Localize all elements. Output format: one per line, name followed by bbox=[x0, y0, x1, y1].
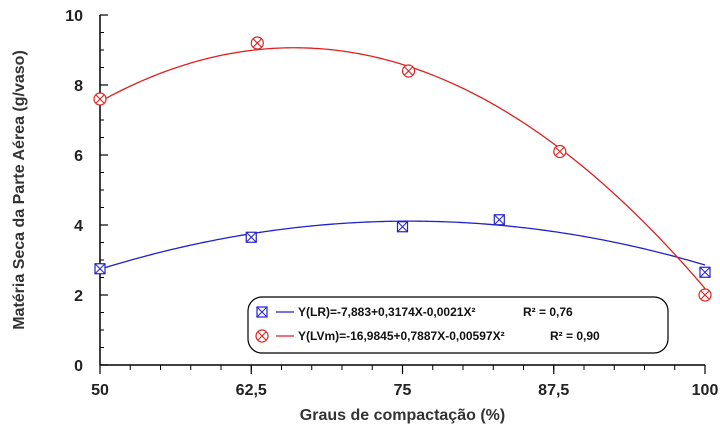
data-point-lr bbox=[493, 214, 505, 226]
x-tick-label: 75 bbox=[394, 382, 412, 399]
data-point-lr bbox=[699, 266, 711, 278]
y-tick-label: 2 bbox=[74, 288, 83, 305]
legend-entries: Y(LR)=-7,883+0,3174X-0,0021X² R² = 0,76Y(… bbox=[255, 305, 600, 343]
x-tick-label: 62,5 bbox=[236, 382, 267, 399]
y-tick-label: 10 bbox=[65, 8, 83, 25]
x-tick-label: 87,5 bbox=[538, 382, 569, 399]
data-point-lr bbox=[396, 221, 409, 233]
legend-equation: Y(LVm)=-16,9845+0,7887X-0,00597X² bbox=[298, 329, 505, 343]
legend-r2: R² = 0,76 bbox=[523, 305, 573, 319]
legend-equation: Y(LR)=-7,883+0,3174X-0,0021X² bbox=[298, 305, 475, 319]
data-point-lvm bbox=[93, 92, 107, 106]
x-tick-label: 50 bbox=[91, 382, 109, 399]
data-points bbox=[93, 36, 712, 302]
data-point-lr bbox=[94, 263, 106, 275]
y-tick-label: 8 bbox=[74, 78, 83, 95]
data-point-lvm bbox=[698, 288, 712, 302]
legend-r2: R² = 0,90 bbox=[550, 329, 600, 343]
fit-curves bbox=[99, 47, 706, 289]
x-axis-title: Graus de compactação (%) bbox=[300, 407, 505, 424]
y-tick-label: 0 bbox=[74, 358, 83, 375]
y-ticks: 0 2 4 6 8 10 bbox=[65, 8, 108, 375]
data-point-lvm bbox=[401, 64, 416, 78]
legend: Y(LR)=-7,883+0,3174X-0,0021X² R² = 0,76Y(… bbox=[247, 296, 669, 354]
axes: 50 62,5 75 87,5 100 0 2 4 6 8 10 bbox=[65, 8, 718, 399]
data-point-lvm bbox=[553, 144, 567, 159]
legend-entry-lvm: Y(LVm)=-16,9845+0,7887X-0,00597X² R² = 0,… bbox=[255, 329, 600, 343]
x-ticks: 50 62,5 75 87,5 100 bbox=[91, 365, 718, 399]
y-tick-label: 4 bbox=[74, 218, 83, 235]
y-tick-label: 6 bbox=[74, 148, 83, 165]
y-axis-title: Matéria Seca da Parte Aérea (g/vaso) bbox=[11, 50, 28, 330]
data-point-lr bbox=[245, 231, 257, 243]
legend-box bbox=[247, 296, 669, 354]
fit-curve-lvm bbox=[99, 47, 706, 289]
data-point-lvm bbox=[250, 36, 264, 50]
legend-entry-lr: Y(LR)=-7,883+0,3174X-0,0021X² R² = 0,76 bbox=[256, 305, 573, 319]
x-tick-label: 100 bbox=[692, 382, 719, 399]
